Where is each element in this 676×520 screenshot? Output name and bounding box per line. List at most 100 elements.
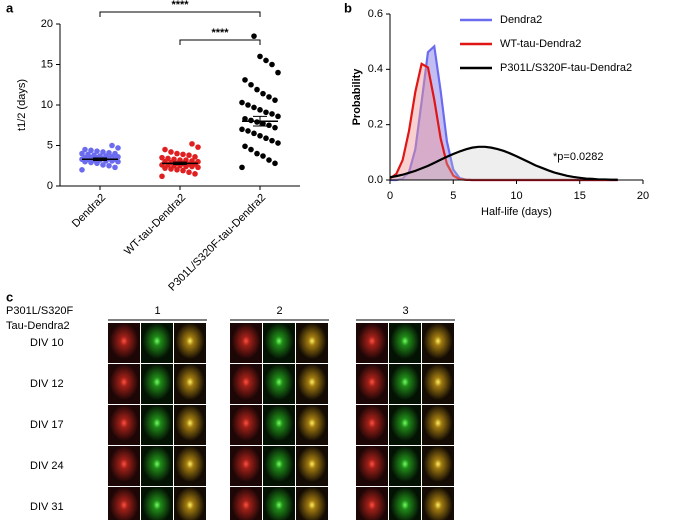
data-point: [162, 146, 168, 153]
data-point: [242, 77, 248, 83]
micrograph: [108, 364, 140, 404]
row-label: DIV 12: [30, 378, 64, 390]
row-label: DIV 24: [30, 460, 64, 472]
legend-label: Dendra2: [500, 14, 542, 26]
x-axis-label: Half-life (days): [481, 206, 552, 218]
micrograph: [108, 405, 140, 445]
data-point: [239, 99, 245, 106]
panel-label: a: [6, 0, 14, 15]
micrograph: [141, 323, 173, 363]
data-point: [257, 53, 263, 60]
error-bar: [253, 115, 267, 127]
significance-label: ****: [171, 0, 189, 11]
micrograph: [263, 364, 295, 404]
data-point: [159, 154, 165, 161]
data-point: [266, 94, 272, 100]
y-tick-label: 5: [47, 139, 53, 151]
x-tick-label: WT-tau-Dendra2: [122, 192, 188, 258]
data-point: [109, 142, 115, 149]
data-point: [112, 164, 118, 171]
data-point: [242, 143, 248, 150]
data-point: [269, 137, 275, 144]
micrograph: [422, 405, 454, 445]
y-tick-label: 0.0: [368, 174, 383, 186]
y-tick-label: 10: [41, 99, 53, 111]
micrograph: [108, 446, 140, 486]
data-point: [112, 150, 118, 157]
data-point: [79, 167, 85, 173]
micrograph: [389, 405, 421, 445]
micrograph: [230, 364, 262, 404]
data-point: [260, 90, 266, 97]
micrograph: [296, 364, 328, 404]
data-point: [115, 145, 121, 151]
data-point: [94, 148, 100, 154]
data-point: [97, 153, 103, 159]
data-point: [168, 149, 174, 155]
data-point: [174, 167, 180, 173]
y-tick-label: 0.6: [368, 8, 383, 20]
data-point: [100, 149, 106, 155]
data-point: [100, 162, 106, 168]
data-point: [177, 157, 183, 163]
x-tick-label: 15: [574, 190, 586, 202]
annotation: *p=0.0282: [553, 151, 603, 163]
data-point: [180, 167, 186, 174]
x-tick-label: 5: [450, 190, 456, 202]
data-point: [257, 107, 263, 113]
data-point: [275, 69, 281, 76]
data-point: [106, 162, 112, 169]
data-point: [79, 150, 85, 157]
micrograph: [389, 446, 421, 486]
data-point: [245, 102, 251, 108]
micrograph: [422, 487, 454, 520]
row-label: DIV 10: [30, 337, 64, 349]
micrograph: [296, 323, 328, 363]
micrograph: [141, 405, 173, 445]
panel-label: c: [6, 289, 13, 304]
data-point: [263, 135, 269, 142]
data-point: [275, 140, 281, 146]
micrograph: [263, 446, 295, 486]
micrograph: [422, 323, 454, 363]
data-point: [260, 120, 266, 127]
data-point: [254, 86, 260, 93]
micrograph: [108, 487, 140, 520]
data-point: [88, 147, 94, 154]
data-point: [192, 171, 198, 177]
data-point: [272, 160, 278, 167]
legend-label: P301L/S320F-tau-Dendra2: [500, 62, 632, 74]
error-bar: [93, 157, 107, 161]
micrograph: [174, 364, 206, 404]
micrograph: [141, 364, 173, 404]
micrograph: [174, 405, 206, 445]
data-point: [159, 173, 165, 180]
micrograph: [296, 487, 328, 520]
data-point: [251, 104, 257, 111]
x-tick-label: 20: [637, 190, 649, 202]
data-point: [266, 157, 272, 163]
data-point: [85, 151, 91, 158]
y-tick-label: 0.4: [368, 63, 383, 75]
y-tick-label: 0: [47, 180, 53, 192]
data-point: [269, 111, 275, 117]
panel-title: Tau-Dendra2: [6, 320, 70, 332]
data-point: [192, 154, 198, 160]
data-point: [82, 146, 88, 153]
micrograph: [389, 487, 421, 520]
data-point: [186, 169, 192, 176]
data-point: [189, 158, 195, 164]
area: [390, 146, 618, 180]
data-point: [171, 156, 177, 163]
data-point: [260, 153, 266, 159]
x-tick-label: P301L/S320F-tau-Dendra2: [166, 192, 268, 294]
data-point: [189, 141, 195, 147]
data-point: [257, 132, 263, 139]
data-point: [186, 152, 192, 159]
data-point: [248, 117, 254, 124]
y-tick-label: 0.2: [368, 119, 383, 131]
significance-label: ****: [211, 27, 229, 39]
micrograph: [230, 405, 262, 445]
row-label: DIV 17: [30, 419, 64, 431]
